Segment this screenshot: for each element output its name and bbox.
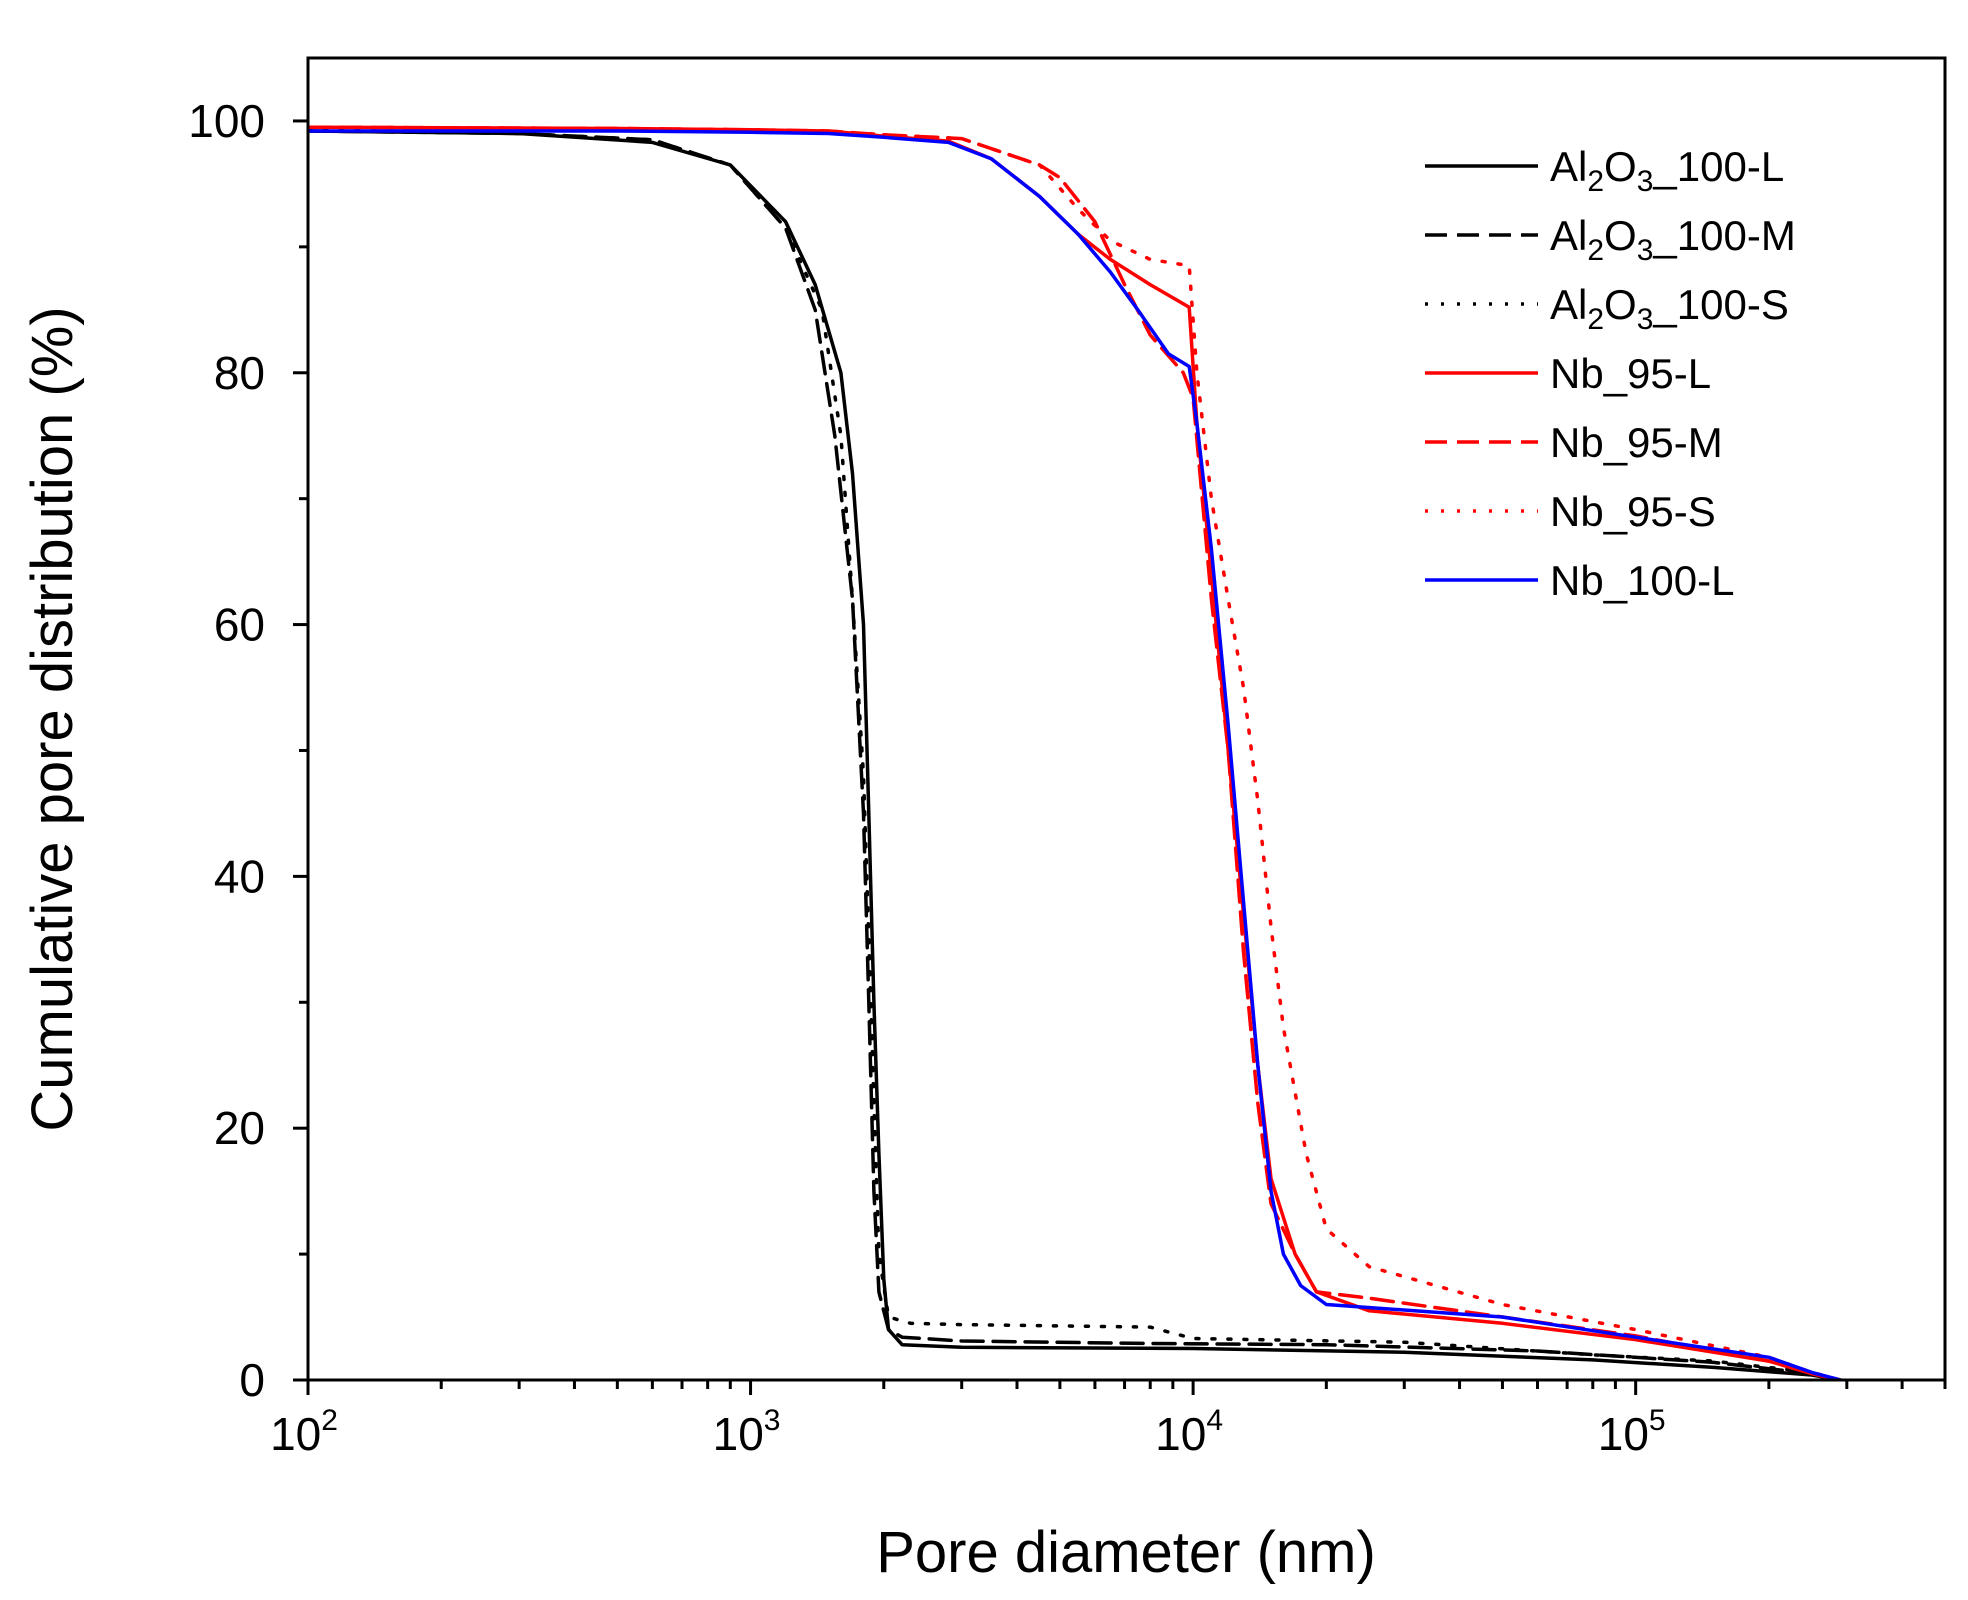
y-axis-ticks bbox=[293, 119, 308, 1382]
legend-label: Nb_95-M bbox=[1550, 419, 1723, 466]
x-axis-ticks bbox=[306, 1380, 1947, 1395]
x-axis-title: Pore diameter (nm) bbox=[876, 1520, 1376, 1585]
series-line-al2o3-100-m bbox=[308, 129, 1843, 1380]
y-axis-title: Cumulative pore distribution (%) bbox=[20, 306, 85, 1131]
legend-item-nb-100-l: Nb_100-L bbox=[1425, 557, 1734, 604]
x-tick-label: 104 bbox=[1155, 1404, 1223, 1460]
legend-label: Nb_95-S bbox=[1550, 488, 1716, 535]
series-line-al2o3-100-s bbox=[308, 128, 1843, 1380]
x-tick-label: 103 bbox=[713, 1404, 781, 1460]
legend-label: Al2O3_100-L bbox=[1550, 143, 1784, 198]
y-tick-label: 0 bbox=[239, 1354, 265, 1406]
plot-frame bbox=[306, 56, 1947, 1382]
legend-item-al2o3-100-l: Al2O3_100-L bbox=[1425, 143, 1784, 198]
y-tick-label: 80 bbox=[214, 347, 265, 399]
y-axis-tick-labels: 0 20 40 60 80 100 bbox=[188, 95, 265, 1406]
x-axis-tick-labels: 102 103 104 105 bbox=[270, 1404, 1666, 1460]
y-tick-label: 60 bbox=[214, 599, 265, 651]
series-line-nb-100-l bbox=[308, 129, 1843, 1380]
y-tick-label: 100 bbox=[188, 95, 265, 147]
legend-item-nb-95-l: Nb_95-L bbox=[1425, 350, 1711, 397]
y-tick-label: 40 bbox=[214, 850, 265, 902]
legend-item-nb-95-s: Nb_95-S bbox=[1425, 488, 1716, 535]
x-tick-label: 105 bbox=[1598, 1404, 1666, 1460]
legend-item-al2o3-100-m: Al2O3_100-M bbox=[1425, 212, 1796, 267]
y-tick-label: 20 bbox=[214, 1102, 265, 1154]
legend-label: Nb_100-L bbox=[1550, 557, 1734, 604]
legend-label: Al2O3_100-S bbox=[1550, 281, 1789, 336]
legend-label: Nb_95-L bbox=[1550, 350, 1711, 397]
legend: Al2O3_100-L Al2O3_100-M Al2O3_100-S Nb_95-L… bbox=[1425, 143, 1796, 604]
legend-item-al2o3-100-s: Al2O3_100-S bbox=[1425, 281, 1789, 336]
series-line-al2o3-100-l bbox=[308, 129, 1843, 1380]
x-tick-label: 102 bbox=[270, 1404, 338, 1460]
legend-label: Al2O3_100-M bbox=[1550, 212, 1796, 267]
series-layer bbox=[308, 125, 1843, 1380]
legend-item-nb-95-m: Nb_95-M bbox=[1425, 419, 1723, 466]
